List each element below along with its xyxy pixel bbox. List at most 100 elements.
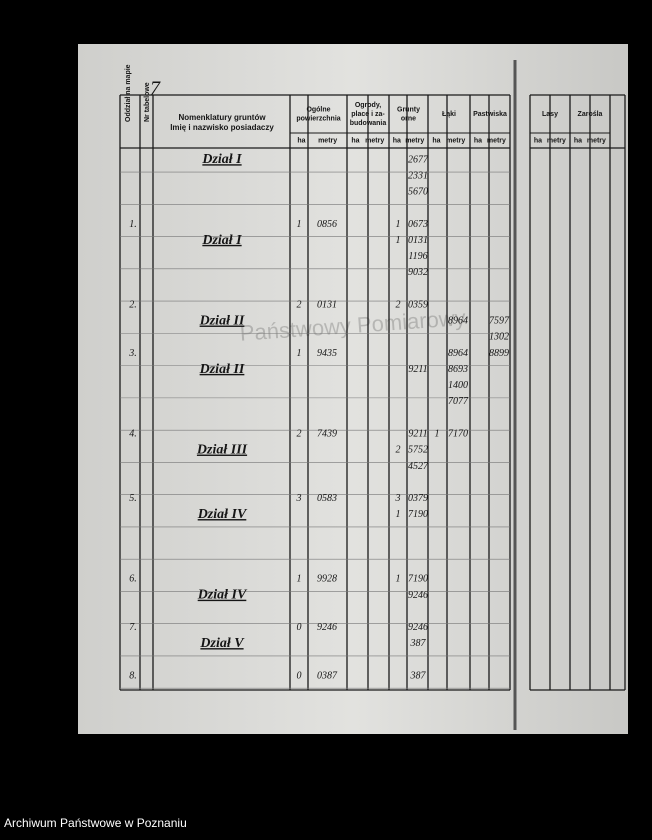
cell: 0131 xyxy=(408,235,428,246)
cell: 2 xyxy=(297,299,302,310)
parcel-label: Dział V xyxy=(199,636,245,651)
paper xyxy=(78,44,628,734)
cell: 3 xyxy=(296,493,302,504)
column-header: Łąki xyxy=(442,111,456,118)
column-header: Zarośla xyxy=(578,111,603,118)
column-header: budowania xyxy=(350,120,387,127)
cell: 9928 xyxy=(317,574,337,585)
sub-header: ha xyxy=(297,137,305,144)
cell: 0359 xyxy=(408,299,428,310)
parcel-label: Dział IV xyxy=(197,588,248,603)
cell: 9435 xyxy=(317,348,337,359)
cell: 7077 xyxy=(448,396,469,407)
parcel-label: Dział II xyxy=(199,362,245,377)
sub-header: metry xyxy=(547,137,566,144)
cell: 9246 xyxy=(317,622,337,633)
parcel-label: Dział I xyxy=(201,152,242,167)
cell: 1 xyxy=(396,219,401,230)
cell: 0583 xyxy=(317,493,337,504)
cell: 1 xyxy=(396,574,401,585)
cell: 0131 xyxy=(317,299,337,310)
cell: 1302 xyxy=(489,332,509,343)
cell: 2331 xyxy=(408,170,428,181)
cell: 0 xyxy=(297,622,302,633)
cell: 7597 xyxy=(489,316,510,327)
cell: 4527 xyxy=(408,461,429,472)
cell: 8964 xyxy=(448,316,468,327)
cell: 1 xyxy=(297,219,302,230)
cell: 7. xyxy=(129,622,137,633)
cell: 2677 xyxy=(408,154,429,165)
cell: 7170 xyxy=(448,429,468,440)
sub-header: metry xyxy=(405,137,424,144)
cell: 8964 xyxy=(448,348,468,359)
sub-header: metry xyxy=(365,137,384,144)
cell: 0379 xyxy=(408,493,428,504)
scan: 7 Państwowy Pomiarowy Oddział na mapie N… xyxy=(78,44,628,734)
cell: 9032 xyxy=(408,267,428,278)
cell: 0856 xyxy=(317,219,337,230)
cell: 2 xyxy=(297,429,302,440)
parcel-label: Dział II xyxy=(199,314,245,329)
column-header: Lasy xyxy=(542,111,558,118)
column-header: orne xyxy=(401,115,416,122)
cell: 7439 xyxy=(317,429,337,440)
cell: 1 xyxy=(297,348,302,359)
cell: 387 xyxy=(410,638,427,649)
cell: 9211 xyxy=(408,364,427,375)
column-header: Oddział na mapie xyxy=(125,64,132,122)
sub-header: ha xyxy=(393,137,401,144)
cell: 4. xyxy=(129,429,137,440)
cell: 3. xyxy=(128,348,137,359)
cell: 1. xyxy=(129,219,137,230)
cell: 1 xyxy=(435,429,440,440)
cell: 2. xyxy=(129,299,137,310)
sub-header: ha xyxy=(474,137,482,144)
sub-header: ha xyxy=(432,137,440,144)
column-header: Grunty xyxy=(397,106,420,113)
cell: 0 xyxy=(297,670,302,681)
cell: 1 xyxy=(297,574,302,585)
column-header: Nr tabelowe xyxy=(144,82,151,122)
cell: 9211 xyxy=(408,429,427,440)
cell: 7190 xyxy=(408,574,428,585)
column-header: Ogrody, xyxy=(355,102,381,109)
cell: 5. xyxy=(129,493,137,504)
sub-header: ha xyxy=(351,137,359,144)
column-header: place i za- xyxy=(351,111,385,118)
cell: 8. xyxy=(129,670,137,681)
cell: 9246 xyxy=(408,622,428,633)
cell: 0673 xyxy=(408,219,428,230)
column-header: Pastwiska xyxy=(473,111,507,118)
footer: Archiwum Państwowe w Poznaniu xyxy=(4,816,187,830)
sub-header: ha xyxy=(534,137,542,144)
cell: 2 xyxy=(396,299,401,310)
parcel-label: Dział I xyxy=(201,233,242,248)
sub-header: metry xyxy=(487,137,506,144)
column-header: Imię i nazwisko posiadaczy xyxy=(170,123,274,132)
cell: 1 xyxy=(396,509,401,520)
cell: 1 xyxy=(396,235,401,246)
parcel-label: Dział III xyxy=(196,443,248,458)
cell: 5670 xyxy=(408,187,428,198)
cell: 1400 xyxy=(448,380,468,391)
sub-header: ha xyxy=(574,137,582,144)
cell: 5752 xyxy=(408,445,428,456)
cell: 8899 xyxy=(489,348,509,359)
cell: 0387 xyxy=(317,670,338,681)
column-header: Nomenklatury gruntów xyxy=(178,113,266,122)
cell: 8693 xyxy=(448,364,468,375)
sub-header: metry xyxy=(587,137,606,144)
column-header: Ogólne xyxy=(306,106,330,113)
cell: 1196 xyxy=(408,251,427,262)
cell: 387 xyxy=(410,670,427,681)
cell: 7190 xyxy=(408,509,428,520)
cell: 2 xyxy=(396,445,401,456)
sub-header: metry xyxy=(318,137,337,144)
cell: 6. xyxy=(129,574,137,585)
cell: 3 xyxy=(395,493,401,504)
column-header: powierzchnia xyxy=(296,115,340,122)
cell: 9246 xyxy=(408,590,428,601)
parcel-label: Dział IV xyxy=(197,507,248,522)
